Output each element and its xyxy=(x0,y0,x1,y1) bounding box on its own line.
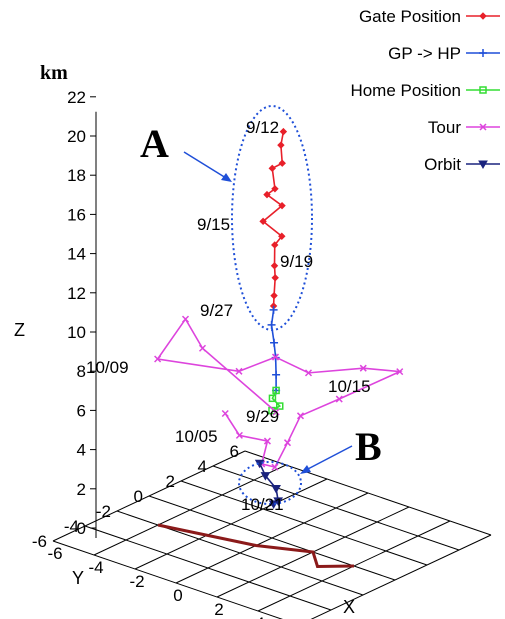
date-label-0912: 9/12 xyxy=(246,118,279,137)
legend-label: Tour xyxy=(428,118,461,137)
annotation-letter-a: A xyxy=(140,121,169,166)
legend-item: Tour xyxy=(428,118,500,137)
data-point xyxy=(270,339,278,347)
x-tick-label: -6 xyxy=(47,544,62,563)
legend-item: Home Position xyxy=(350,81,500,100)
x-tick-label: -4 xyxy=(88,558,103,577)
legend-label: Orbit xyxy=(424,155,461,174)
y-tick-label: 6 xyxy=(230,442,239,461)
z-tick-label: 8 xyxy=(77,362,86,381)
x-tick-label: 2 xyxy=(214,600,223,619)
data-point xyxy=(268,321,276,329)
y-tick-label: -4 xyxy=(64,517,79,536)
x-axis-label: X xyxy=(343,597,355,617)
legend-item: GP -> HP xyxy=(388,44,500,63)
z-tick-label: 18 xyxy=(67,166,86,185)
date-label-0927: 9/27 xyxy=(200,301,233,320)
z-axis: 0 2 4 6 8 10 12 14 16 18 20 22 xyxy=(67,88,96,538)
z-tick-label: 6 xyxy=(77,401,86,420)
grid-line-x xyxy=(299,535,491,619)
grid-line-y xyxy=(53,541,299,619)
z-tick-label: 22 xyxy=(67,88,86,107)
data-point xyxy=(272,275,278,281)
data-point xyxy=(272,371,280,379)
y-tick-label: -2 xyxy=(96,502,111,521)
legend-swatch-marker xyxy=(479,49,487,57)
data-point xyxy=(183,316,189,322)
data-point xyxy=(285,440,291,446)
data-point xyxy=(278,142,284,148)
date-label-1015: 10/15 xyxy=(328,377,371,396)
date-label-0915: 9/15 xyxy=(197,215,230,234)
z-unit-label: km xyxy=(40,62,68,84)
ground-track xyxy=(158,525,354,567)
data-point xyxy=(280,129,286,135)
series-gp-hp xyxy=(268,306,281,395)
y-tick-label: 0 xyxy=(134,487,143,506)
data-point xyxy=(336,396,342,402)
z-axis-label: Z xyxy=(14,320,25,340)
y-tick-label: 2 xyxy=(166,472,175,491)
data-point xyxy=(269,165,275,171)
legend-item: Gate Position xyxy=(359,7,500,26)
data-point xyxy=(271,293,277,299)
x-tick-label: 0 xyxy=(173,586,182,605)
arrow-b xyxy=(300,446,352,474)
z-tick-label: 12 xyxy=(67,284,86,303)
y-tick-label: -6 xyxy=(32,532,47,551)
legend-label: GP -> HP xyxy=(388,44,461,63)
legend: Gate Position GP -> HP Home Position Tour Or… xyxy=(350,7,500,174)
data-point xyxy=(272,263,278,269)
z-tick-label: 20 xyxy=(67,127,86,146)
x-tick-label: -2 xyxy=(129,572,144,591)
y-axis-label: Y xyxy=(72,568,84,588)
ground-track-line xyxy=(158,525,354,567)
data-point xyxy=(270,306,278,314)
legend-label: Home Position xyxy=(350,81,461,100)
series-line xyxy=(263,132,283,306)
date-label-1009: 10/09 xyxy=(86,358,129,377)
x-tick-label: 4 xyxy=(255,614,264,619)
data-point xyxy=(279,160,285,166)
data-point xyxy=(298,413,304,419)
date-label-1021: 10/21 xyxy=(241,495,284,514)
y-tick-label: 4 xyxy=(198,457,207,476)
legend-label: Gate Position xyxy=(359,7,461,26)
data-point xyxy=(222,410,228,416)
z-tick-label: 14 xyxy=(67,245,86,264)
annotation-letter-b: B xyxy=(355,424,382,469)
date-label-0929: 9/29 xyxy=(246,407,279,426)
z-tick-label: 16 xyxy=(67,205,86,224)
legend-item: Orbit xyxy=(424,155,500,174)
date-label-0919: 9/19 xyxy=(280,252,313,271)
z-tick-label: 2 xyxy=(77,480,86,499)
z-tick-label: 4 xyxy=(77,441,86,460)
floor-grid xyxy=(53,451,491,619)
z-tick-label: 10 xyxy=(67,323,86,342)
arrow-a xyxy=(184,152,232,182)
series-gate-position xyxy=(260,129,286,309)
legend-swatch-marker xyxy=(480,13,486,19)
date-label-1005: 10/05 xyxy=(175,427,218,446)
data-point xyxy=(200,345,206,351)
